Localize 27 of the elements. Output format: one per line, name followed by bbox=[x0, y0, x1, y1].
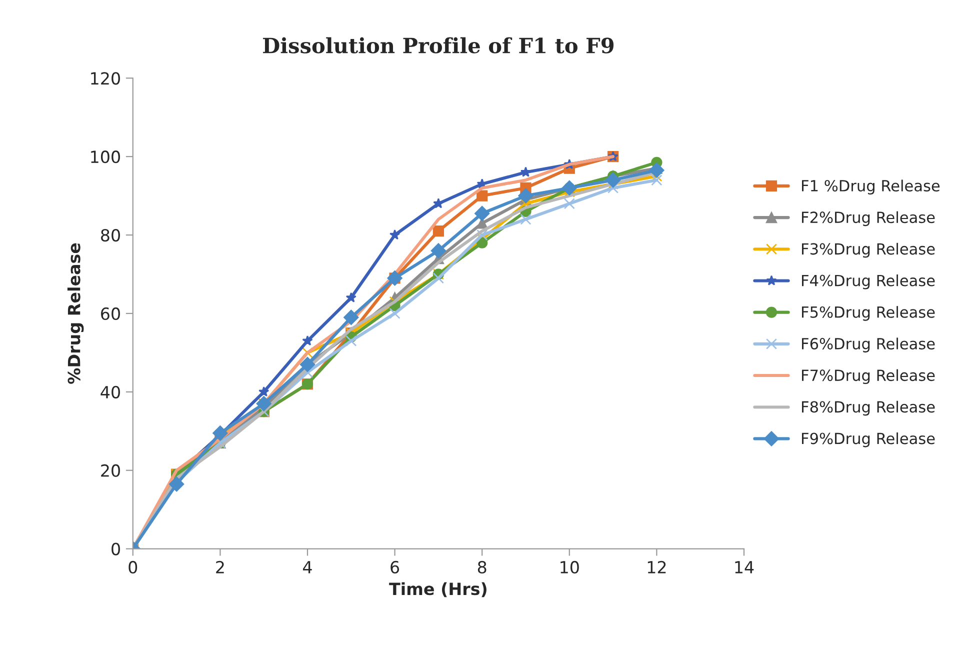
legend-label: F6%Drug Release bbox=[802, 338, 935, 352]
legend-label: F3%Drug Release bbox=[802, 242, 935, 258]
legend-label: F5%Drug Release bbox=[802, 306, 935, 321]
x-tick-label: 12 bbox=[648, 560, 666, 574]
chart-title: Dissolution Profile of F1 to F9 bbox=[263, 37, 614, 54]
x-tick-label: 8 bbox=[478, 560, 486, 574]
x-axis-title: Time (Hrs) bbox=[389, 582, 486, 598]
legend-label: F2%Drug Release bbox=[802, 211, 935, 226]
y-tick-label: 20 bbox=[101, 464, 120, 477]
y-tick-label: 60 bbox=[101, 307, 120, 320]
legend-label: F9%Drug Release bbox=[802, 432, 935, 448]
y-tick-label: 40 bbox=[100, 386, 120, 398]
x-tick-label: 6 bbox=[390, 560, 400, 574]
y-axis-title: %Drug Release bbox=[67, 243, 84, 384]
legend-label: F8%Drug Release bbox=[802, 400, 935, 416]
legend-label: F1 %Drug Release bbox=[802, 180, 940, 194]
y-tick-label: 0 bbox=[112, 542, 120, 556]
x-tick-label: 4 bbox=[303, 561, 312, 574]
y-tick-label: 120 bbox=[91, 72, 120, 85]
y-tick-label: 100 bbox=[91, 150, 120, 164]
legend-label: F4%Drug Release bbox=[802, 274, 935, 290]
x-tick-label: 14 bbox=[735, 561, 754, 574]
x-tick-label: 0 bbox=[128, 560, 138, 574]
x-tick-label: 2 bbox=[216, 560, 224, 574]
y-tick-label: 80 bbox=[101, 228, 120, 242]
legend-label: F7%Drug Release bbox=[802, 369, 935, 384]
x-tick-label: 10 bbox=[560, 560, 579, 574]
